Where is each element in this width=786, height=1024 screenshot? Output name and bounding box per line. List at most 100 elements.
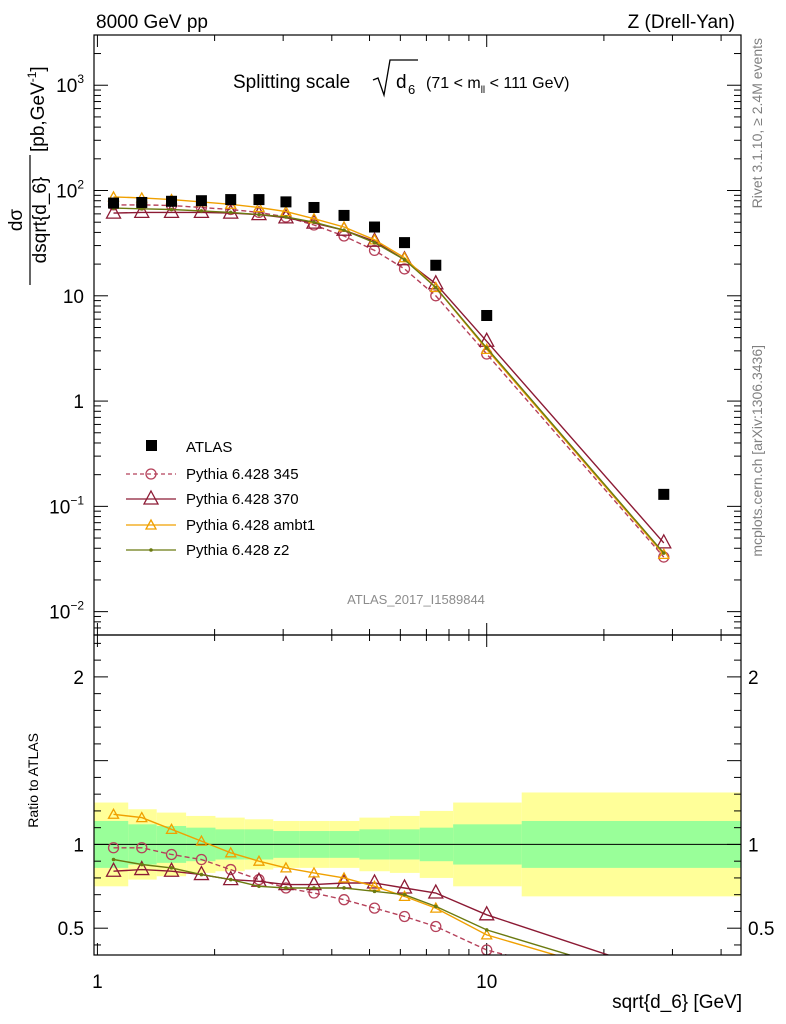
ratio-series-0-point [398, 910, 411, 923]
atlas-data-point [166, 195, 178, 207]
ratio-series-1-point [193, 865, 210, 881]
y-tick-label: 1 [73, 392, 84, 413]
ratio-series-2-point [224, 846, 237, 858]
watermark: ATLAS_2017_I1589844 [347, 592, 485, 607]
ratio-series-1-point [133, 860, 150, 876]
ratio-series-0-point [195, 853, 208, 866]
ratio-panel: 1 10 2 2 1 1 0.5 0.5 Ratio to ATLAS [25, 634, 774, 993]
legend-marker-ambt1 [144, 518, 158, 530]
title-sqrt-base: d [396, 72, 407, 93]
xlabel: sqrt{d_6} [GeV] [612, 992, 742, 1013]
main-series-1-point [366, 231, 383, 247]
ratio-series-1-point [478, 905, 495, 921]
title-main: Splitting scale [233, 72, 350, 93]
legend-label-z2: Pythia 6.428 z2 [186, 542, 289, 559]
atlas-data-point [430, 259, 442, 271]
legend-marker-z2 [149, 548, 153, 552]
ratio-series-2-point [195, 834, 208, 846]
ratio-series-3-point [342, 886, 346, 890]
ratio-series-3-point [111, 857, 116, 862]
ratio-series-0-point [225, 863, 237, 876]
atlas-data-point [136, 196, 148, 208]
atlas-data-point [280, 196, 292, 208]
ratio-series-2-point [279, 861, 293, 873]
y-tick-label-ratio-right: 2 [748, 668, 759, 689]
legend-label-345: Pythia 6.428 345 [186, 466, 299, 483]
y-tick-label-ratio: 1 [73, 835, 84, 856]
ratio-ticks: 1 10 2 2 1 1 0.5 0.5 [58, 635, 774, 993]
main-series-3-point [402, 257, 407, 262]
header-left: 8000 GeV pp [96, 12, 208, 33]
ratio-series-1-point [222, 870, 239, 886]
legend-label-370: Pythia 6.428 370 [186, 491, 299, 508]
ratio-series-2-point [135, 811, 148, 823]
main-series-3-line [113, 207, 665, 554]
main-series-0-point [430, 290, 442, 302]
ylabel-den: dsqrt{d_6} [30, 177, 51, 264]
ratio-series-0-line [113, 847, 510, 955]
main-ylabel: dσ dsqrt{d_6} [pb,GeV-1] [6, 66, 51, 285]
main-series-2-point [480, 343, 493, 354]
ratio-series-3-point [372, 889, 377, 894]
main-series-3-point [284, 215, 288, 219]
atlas-data-point [338, 209, 350, 221]
ratio-series-2-point [107, 807, 120, 819]
legend-label-ambt1: Pythia 6.428 ambt1 [186, 517, 315, 534]
main-series-1-point [655, 533, 672, 549]
ratio-series-2-point [480, 928, 493, 940]
y-tick-label-ratio: 0.5 [58, 919, 84, 940]
atlas-data-point [225, 194, 237, 206]
main-series-3-point [342, 228, 346, 232]
atlas-data-point [481, 309, 493, 321]
ylabel-units: [pb,GeV [28, 82, 49, 152]
title-range-pre: (71 < m [426, 75, 481, 92]
ratio-series-3-point [284, 886, 288, 890]
mcplots-label: mcplots.cern.ch [arXiv:1306.3436] [749, 345, 765, 557]
y-tick-label: 102 [56, 178, 84, 203]
sqrt-symbol [372, 59, 418, 98]
legend: ATLAS Pythia 6.428 345 Pythia 6.428 370 … [126, 439, 315, 559]
x-tick-label: 10 [476, 972, 497, 993]
main-series-1-point [163, 203, 180, 219]
main-series-0-point [368, 244, 381, 257]
ratio-series-0-point [338, 894, 350, 906]
title-sqrt-sub: 6 [408, 82, 415, 97]
main-series-2-point [657, 548, 670, 560]
svg-text:[pb,GeV-1]: [pb,GeV-1] [25, 66, 49, 152]
ratio-series-2-point [659, 982, 669, 991]
main-series-3-point [199, 209, 204, 213]
ratio-series-3-point [434, 904, 438, 909]
ratio-series-2-line [113, 813, 558, 955]
ratio-series-0-point [136, 842, 148, 854]
main-series-3-point [228, 210, 233, 215]
title-range-sub: ll [481, 85, 485, 96]
ratio-series-3-point [484, 928, 489, 932]
ratio-series-3-point [662, 982, 666, 986]
y-tick-label-ratio-right: 1 [748, 835, 759, 856]
ratio-series-1-point [163, 861, 180, 877]
atlas-data-point [308, 201, 320, 213]
atlas-data-point [369, 221, 381, 233]
y-tick-label: 10−1 [49, 493, 84, 518]
atlas-data-point [108, 197, 120, 209]
y-tick-label-ratio: 2 [73, 668, 84, 689]
main-series-1-point [133, 203, 150, 219]
ratio-series-0-point [430, 920, 442, 933]
main-series-3-point [257, 212, 261, 217]
ratio-series-3-point [139, 862, 144, 867]
ylabel-units-sup: -1 [25, 71, 39, 82]
main-series-3-point [372, 240, 377, 245]
ratio-series-3-point [228, 877, 233, 882]
svg-text:Splitting scale: Splitting scale [233, 72, 350, 93]
ratio-bands [94, 792, 741, 897]
main-series-1-point [250, 205, 268, 221]
ratio-series-0-point [368, 902, 381, 914]
ylabel-num: dσ [6, 209, 27, 232]
main-series-0-point [398, 263, 411, 275]
ratio-marks [105, 807, 669, 991]
ratio-series-3-point [199, 872, 204, 877]
main-series-3-point [312, 220, 316, 225]
y-tick-label: 10 [63, 287, 84, 308]
legend-label-atlas: ATLAS [186, 439, 232, 456]
